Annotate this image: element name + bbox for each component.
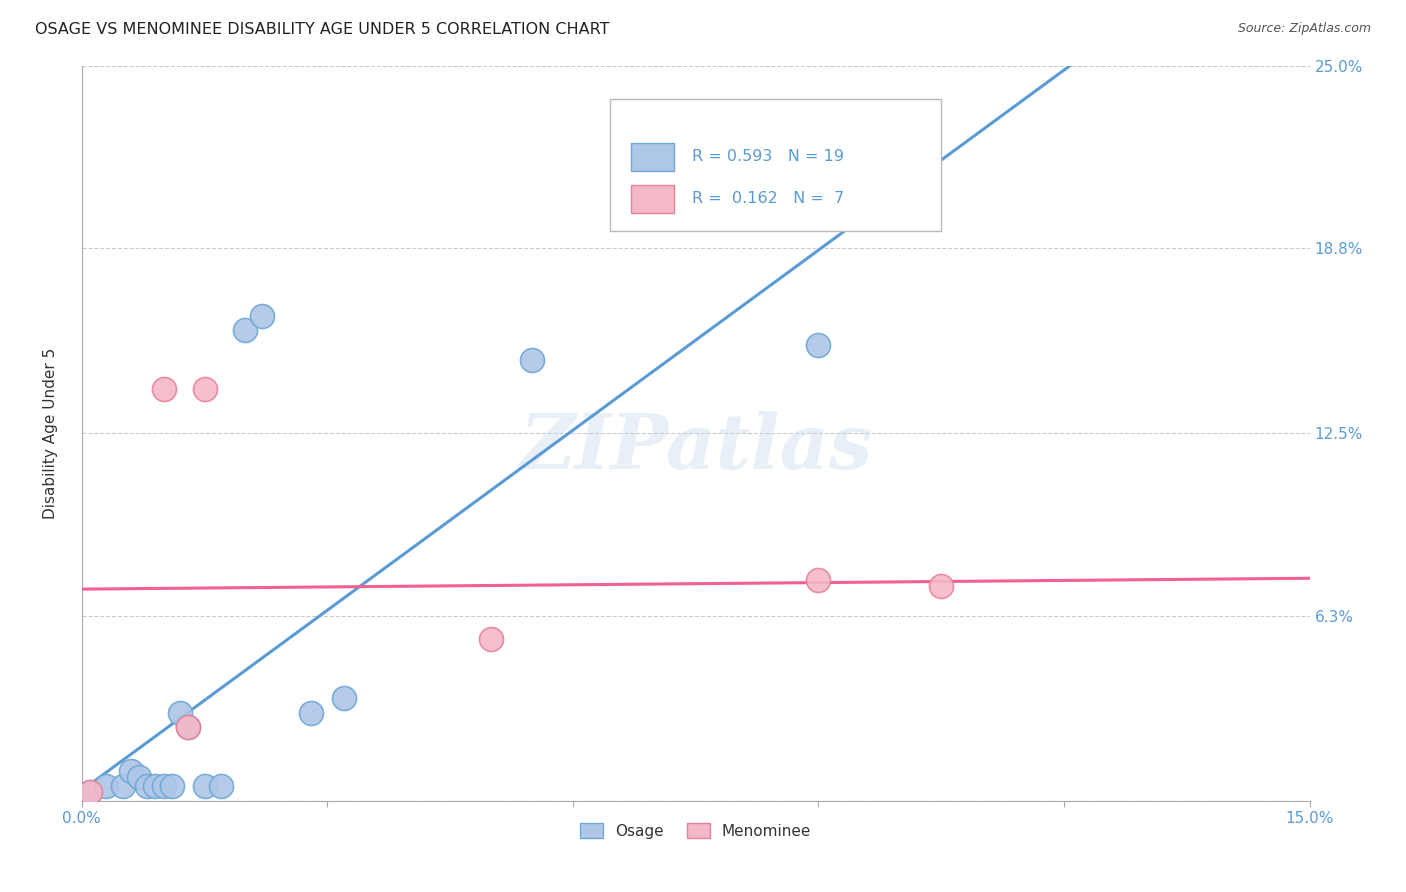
Point xyxy=(145,779,167,793)
Point xyxy=(193,779,215,793)
Point xyxy=(929,579,952,593)
Point xyxy=(79,785,101,799)
Point xyxy=(111,779,134,793)
Point xyxy=(177,720,200,734)
Point xyxy=(120,764,142,779)
Point xyxy=(209,779,232,793)
Point xyxy=(96,779,118,793)
Point xyxy=(136,779,159,793)
Point xyxy=(235,323,257,337)
Point xyxy=(807,574,830,588)
Point xyxy=(479,632,502,647)
Point xyxy=(169,706,191,720)
Point xyxy=(160,779,183,793)
Point xyxy=(807,338,830,352)
Text: OSAGE VS MENOMINEE DISABILITY AGE UNDER 5 CORRELATION CHART: OSAGE VS MENOMINEE DISABILITY AGE UNDER … xyxy=(35,22,610,37)
Bar xyxy=(631,143,673,170)
FancyBboxPatch shape xyxy=(610,99,941,231)
Y-axis label: Disability Age Under 5: Disability Age Under 5 xyxy=(44,348,58,519)
Point xyxy=(520,352,543,367)
Text: Source: ZipAtlas.com: Source: ZipAtlas.com xyxy=(1237,22,1371,36)
Bar xyxy=(631,185,673,212)
Point xyxy=(79,785,101,799)
Point xyxy=(250,309,273,323)
Point xyxy=(177,720,200,734)
Point xyxy=(152,382,174,396)
Text: ZIPatlas: ZIPatlas xyxy=(519,411,872,485)
Point xyxy=(152,779,174,793)
Point xyxy=(299,706,322,720)
Text: R = 0.593   N = 19: R = 0.593 N = 19 xyxy=(692,149,844,164)
Point xyxy=(128,770,150,784)
Legend: Osage, Menominee: Osage, Menominee xyxy=(574,816,817,845)
Point xyxy=(193,382,215,396)
Text: R =  0.162   N =  7: R = 0.162 N = 7 xyxy=(692,191,844,206)
Point xyxy=(332,690,354,705)
